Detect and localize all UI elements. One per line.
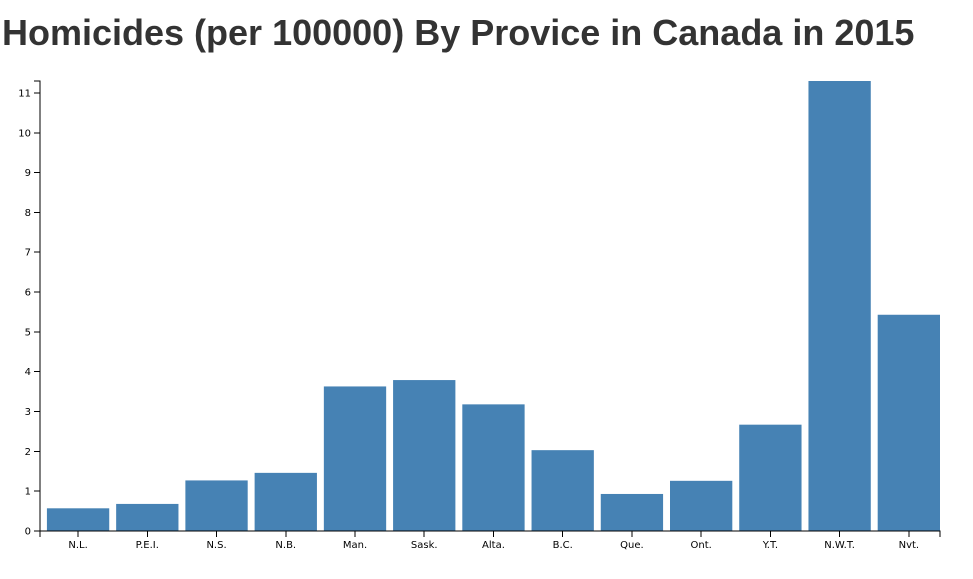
y-tick-label: 6 — [25, 288, 31, 299]
bar-que — [600, 493, 664, 531]
bar-pei — [116, 503, 179, 531]
bar-man — [323, 386, 387, 531]
x-tick-label: Sask. — [411, 540, 438, 551]
y-tick-label: 1 — [25, 487, 31, 498]
bar-ns — [185, 480, 248, 531]
chart-title: Homicides (per 100000) By Provice in Can… — [2, 12, 915, 53]
bar-nvt — [877, 314, 940, 531]
y-tick-label: 2 — [25, 447, 31, 458]
bar-sask — [393, 380, 456, 531]
x-axis: N.L. P.E.I. N.S. N.B. Man. Sask. Alta. B.C. Que.… — [39, 530, 941, 551]
bars-group — [46, 81, 940, 531]
y-axis: 0 1 2 3 4 5 6 7 8 9 10 11 — [18, 80, 41, 538]
x-tick-label: N.W.T. — [824, 540, 855, 551]
bar-ont — [670, 480, 733, 531]
x-axis-line — [39, 530, 941, 537]
x-tick-label: Que. — [620, 540, 644, 551]
bar-nwt — [808, 81, 871, 531]
y-tick-label: 7 — [25, 248, 31, 259]
y-tick-label: 3 — [25, 407, 31, 418]
x-tick-label: Ont. — [690, 540, 711, 551]
y-tick-label: 5 — [25, 327, 31, 338]
x-tick-label: N.S. — [206, 540, 226, 551]
y-tick-label: 8 — [25, 208, 31, 219]
y-axis-line — [34, 80, 41, 532]
y-tick-label: 11 — [18, 88, 31, 99]
bar-bc — [531, 450, 594, 531]
x-tick-label: P.E.I. — [136, 540, 159, 551]
x-tick-label: N.L. — [68, 540, 87, 551]
x-tick-label: Man. — [343, 540, 367, 551]
bar-nl — [46, 508, 110, 531]
y-tick-label: 10 — [18, 128, 31, 139]
x-tick-label: N.B. — [275, 540, 296, 551]
y-tick-label: 9 — [25, 168, 31, 179]
bar-yt — [739, 424, 802, 531]
bar-nb — [254, 472, 317, 531]
x-tick-label: Alta. — [482, 540, 505, 551]
y-tick-label: 4 — [25, 367, 31, 378]
y-tick-label: 0 — [25, 527, 31, 538]
x-tick-label: B.C. — [553, 540, 573, 551]
bar-alta — [462, 404, 525, 531]
x-tick-label: Y.T. — [762, 540, 778, 551]
x-tick-label: Nvt. — [899, 540, 920, 551]
